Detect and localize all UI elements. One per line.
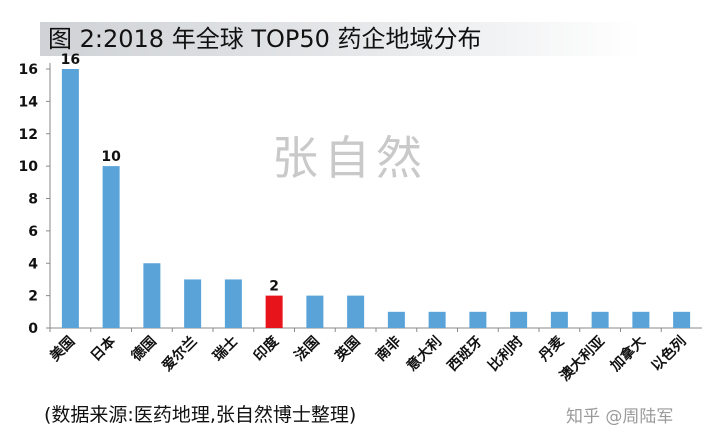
bar [224, 279, 242, 328]
x-tick-label: 爱尔兰 [159, 333, 201, 375]
x-tick-label: 法国 [291, 333, 323, 365]
title-band [40, 22, 640, 56]
watermark-center: 张自然 [272, 131, 428, 185]
x-tick-label: 西班牙 [444, 333, 486, 375]
y-tick-label: 14 [19, 94, 39, 110]
data-label: 2 [269, 279, 279, 295]
y-tick-label: 16 [19, 62, 38, 78]
x-tick-label: 印度 [250, 332, 283, 365]
y-tick-label: 10 [19, 159, 39, 175]
bar [347, 295, 365, 328]
bar [102, 166, 120, 328]
bar [387, 311, 405, 328]
x-tick-label: 意大利 [403, 333, 445, 375]
bar [469, 311, 487, 328]
watermark-corner: 知乎 @周陆军 [566, 407, 674, 427]
source-note: (数据来源:医药地理,张自然博士整理) [44, 404, 357, 426]
bar [550, 311, 568, 328]
x-tick-label: 英国 [331, 333, 364, 366]
x-tick-label: 加拿大 [606, 333, 648, 375]
data-label: 16 [61, 52, 80, 68]
x-tick-label: 丹麦 [535, 332, 568, 365]
y-tick-label: 4 [28, 256, 38, 272]
x-tick-label: 南非 [372, 333, 404, 365]
x-tick-label: 比利时 [485, 333, 527, 375]
bar [632, 311, 650, 328]
bar [143, 263, 161, 328]
x-tick-label: 德国 [128, 333, 160, 365]
bars [61, 69, 691, 328]
y-tick-label: 12 [19, 127, 38, 143]
chart-title: 图 2:2018 年全球 TOP50 药企地域分布 [48, 25, 482, 53]
y-tick-label: 2 [28, 289, 38, 305]
bar [673, 311, 691, 328]
bar [265, 295, 283, 328]
bar [591, 311, 609, 328]
x-tick-label: 以色列 [648, 333, 690, 375]
y-tick-label: 0 [28, 321, 38, 337]
bar [61, 69, 79, 328]
bar [306, 295, 324, 328]
x-tick-label: 日本 [87, 332, 120, 365]
bar [428, 311, 446, 328]
x-tick-label: 瑞士 [209, 333, 241, 365]
x-tick-label: 美国 [46, 333, 78, 365]
bar [184, 279, 202, 328]
data-label: 10 [101, 149, 121, 165]
x-tick-label: 澳大利亚 [556, 333, 608, 385]
bar [510, 311, 528, 328]
y-tick-label: 6 [28, 224, 38, 240]
y-tick-label: 8 [28, 192, 38, 208]
